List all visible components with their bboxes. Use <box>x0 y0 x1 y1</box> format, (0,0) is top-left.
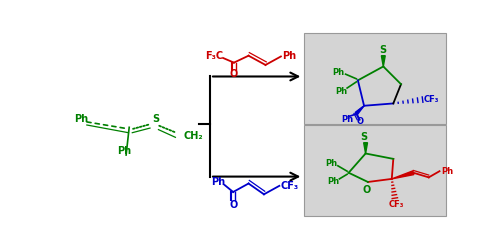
Text: S: S <box>152 114 160 124</box>
Text: S: S <box>360 132 368 141</box>
Text: S: S <box>380 45 387 55</box>
Text: Ph: Ph <box>282 51 296 62</box>
Text: Ph: Ph <box>341 115 353 124</box>
Text: Ph: Ph <box>74 114 88 124</box>
Text: O: O <box>362 185 370 195</box>
Text: F₃C: F₃C <box>206 51 224 61</box>
Text: CF₃: CF₃ <box>388 200 404 209</box>
Text: Ph: Ph <box>441 167 453 176</box>
Polygon shape <box>382 56 385 66</box>
Text: Ph: Ph <box>332 68 344 77</box>
Polygon shape <box>356 106 364 115</box>
Text: O: O <box>229 200 237 210</box>
Text: Ph: Ph <box>210 177 225 187</box>
Text: CH₂: CH₂ <box>184 131 204 141</box>
Text: Ph: Ph <box>326 159 338 168</box>
Polygon shape <box>392 171 414 179</box>
Polygon shape <box>364 143 368 154</box>
Text: CF₃: CF₃ <box>424 95 440 104</box>
Bar <box>304 33 446 124</box>
Text: Ph: Ph <box>335 87 347 96</box>
Text: O: O <box>230 69 238 79</box>
Text: Ph: Ph <box>327 177 340 186</box>
Text: O: O <box>356 117 364 126</box>
Text: CF₃: CF₃ <box>281 181 299 191</box>
Text: Ph: Ph <box>116 146 131 156</box>
Bar <box>304 125 446 216</box>
